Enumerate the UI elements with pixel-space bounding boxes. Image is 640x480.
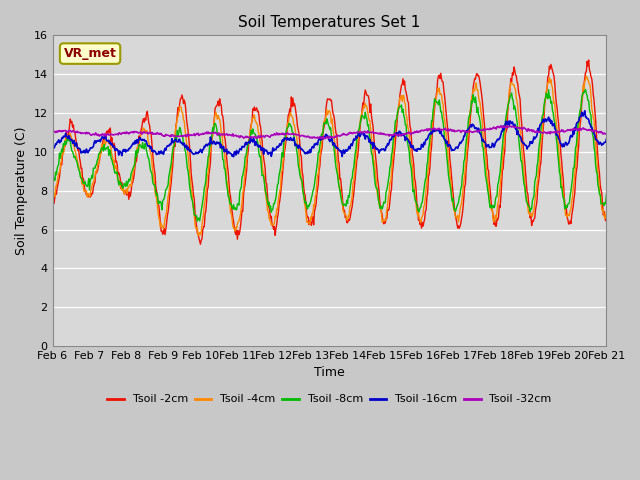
Tsoil -4cm <box>195 232 202 238</box>
Y-axis label: Soil Temperature (C): Soil Temperature (C) <box>15 126 28 255</box>
Tsoil -4cm <box>202 190 210 196</box>
Tsoil -4cm <box>59 150 67 156</box>
Tsoil -4cm <box>602 209 610 215</box>
Tsoil -16cm <box>116 148 124 154</box>
Tsoil -32cm <box>116 130 124 136</box>
Tsoil -16cm <box>414 146 422 152</box>
Tsoil -16cm <box>172 136 180 142</box>
Line: Tsoil -32cm: Tsoil -32cm <box>52 126 606 139</box>
Tsoil -4cm <box>172 125 180 131</box>
Tsoil -8cm <box>59 149 67 155</box>
Tsoil -32cm <box>201 131 209 136</box>
Title: Soil Temperatures Set 1: Soil Temperatures Set 1 <box>238 15 420 30</box>
X-axis label: Time: Time <box>314 366 345 380</box>
Line: Tsoil -2cm: Tsoil -2cm <box>52 60 606 244</box>
Tsoil -8cm <box>172 133 180 139</box>
Line: Tsoil -4cm: Tsoil -4cm <box>52 76 606 235</box>
Tsoil -16cm <box>602 136 610 142</box>
Tsoil -16cm <box>230 154 237 159</box>
Tsoil -32cm <box>497 123 505 129</box>
Tsoil -8cm <box>202 178 210 183</box>
Text: VR_met: VR_met <box>63 47 116 60</box>
Tsoil -2cm <box>196 241 204 247</box>
Tsoil -4cm <box>582 73 590 79</box>
Tsoil -8cm <box>582 87 589 93</box>
Legend: Tsoil -2cm, Tsoil -4cm, Tsoil -8cm, Tsoil -16cm, Tsoil -32cm: Tsoil -2cm, Tsoil -4cm, Tsoil -8cm, Tsoi… <box>103 390 556 409</box>
Tsoil -32cm <box>320 136 328 142</box>
Tsoil -8cm <box>602 192 610 197</box>
Tsoil -8cm <box>414 207 422 213</box>
Tsoil -2cm <box>49 193 56 199</box>
Tsoil -16cm <box>59 136 67 142</box>
Line: Tsoil -16cm: Tsoil -16cm <box>52 111 606 156</box>
Tsoil -2cm <box>172 123 180 129</box>
Tsoil -16cm <box>49 148 56 154</box>
Tsoil -2cm <box>585 57 593 63</box>
Tsoil -32cm <box>602 132 610 137</box>
Tsoil -2cm <box>116 172 124 178</box>
Tsoil -8cm <box>49 178 56 184</box>
Tsoil -4cm <box>49 189 56 194</box>
Tsoil -2cm <box>414 203 422 209</box>
Line: Tsoil -8cm: Tsoil -8cm <box>52 90 606 221</box>
Tsoil -2cm <box>397 82 405 88</box>
Tsoil -8cm <box>397 102 405 108</box>
Tsoil -8cm <box>193 218 201 224</box>
Tsoil -4cm <box>116 178 124 184</box>
Tsoil -16cm <box>201 144 209 150</box>
Tsoil -32cm <box>397 132 405 138</box>
Tsoil -16cm <box>581 108 589 114</box>
Tsoil -32cm <box>59 128 67 133</box>
Tsoil -2cm <box>202 208 210 214</box>
Tsoil -8cm <box>116 179 124 184</box>
Tsoil -32cm <box>414 130 422 135</box>
Tsoil -2cm <box>602 218 610 224</box>
Tsoil -32cm <box>49 128 56 133</box>
Tsoil -4cm <box>414 212 422 218</box>
Tsoil -4cm <box>397 93 405 98</box>
Tsoil -16cm <box>397 133 405 139</box>
Tsoil -2cm <box>59 151 67 157</box>
Tsoil -32cm <box>172 133 180 139</box>
